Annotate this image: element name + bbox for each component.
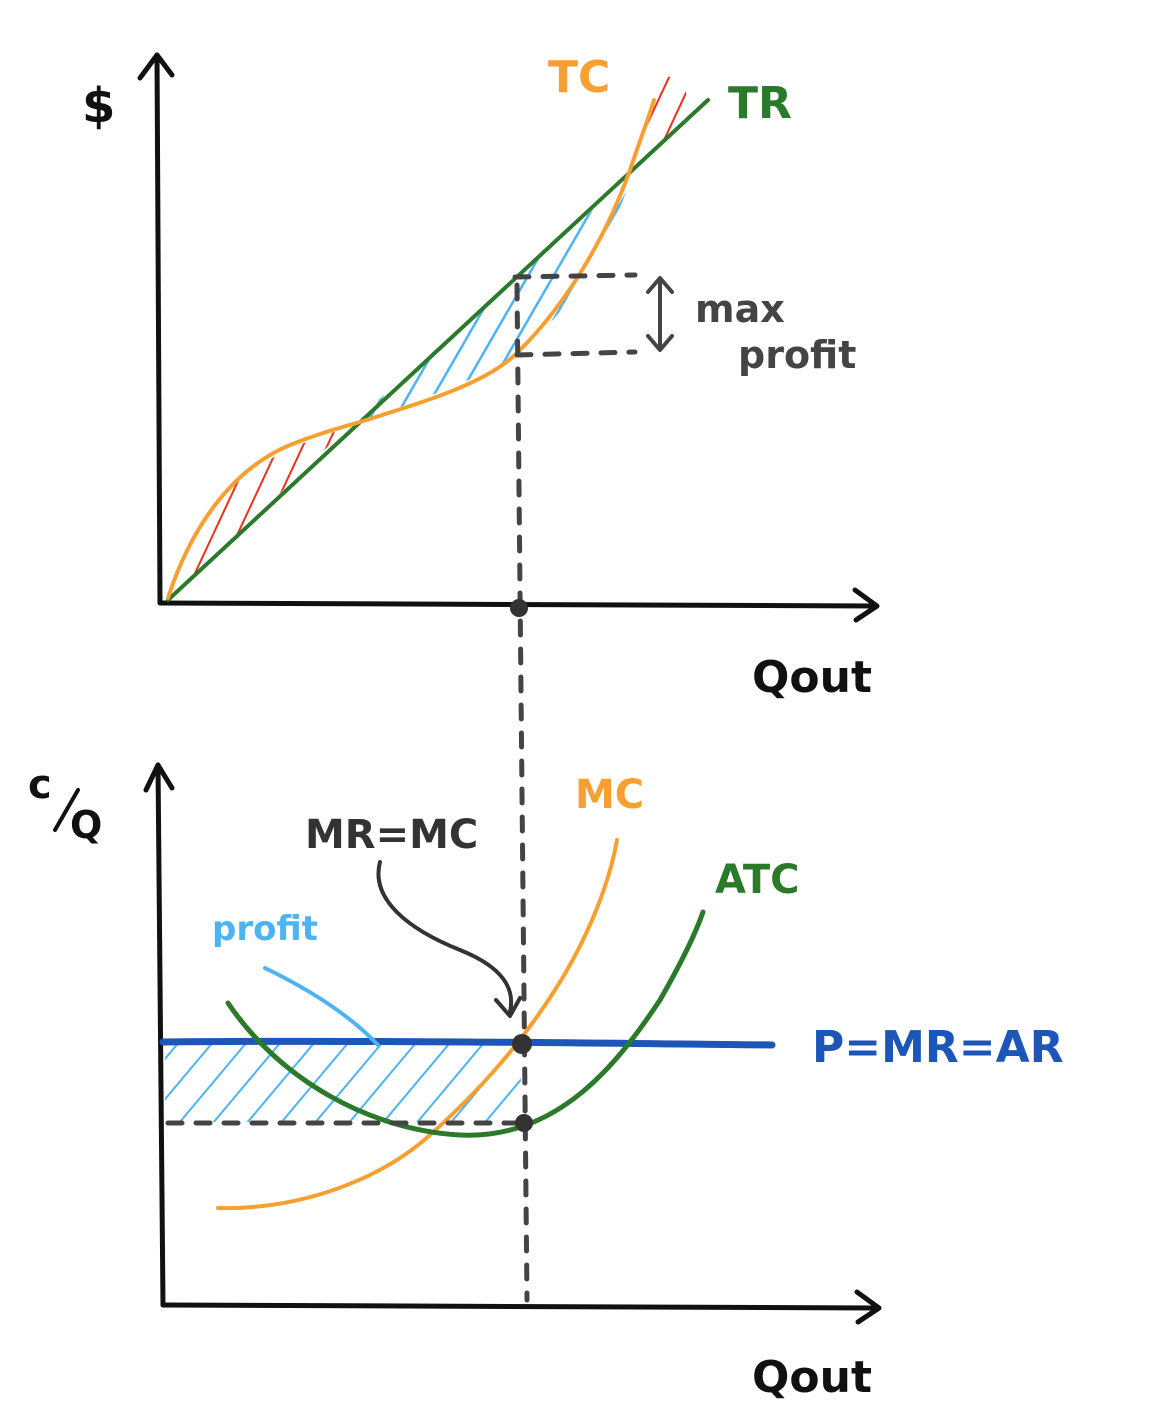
top-panel: $ Qout TC TR max profit [82, 52, 880, 1303]
loss-area-right [645, 75, 690, 160]
mr-mc-point [512, 1034, 532, 1054]
bottom-y-axis-label-slash [53, 788, 80, 832]
profit-label: profit [212, 909, 318, 949]
tc-max-profit-dash [514, 349, 638, 358]
atc-at-q-point [515, 1114, 533, 1132]
max-profit-label-line2: profit [738, 333, 856, 377]
atc-label: ATC [715, 857, 800, 903]
bottom-y-axis-arrow [143, 762, 175, 793]
q-star-dashed-line [514, 282, 530, 1303]
mr-mc-label: MR=MC [305, 812, 478, 858]
top-y-axis [154, 52, 163, 606]
bottom-panel: c Q Qout MC ATC MR=MC profit P=MR=AR [28, 762, 1064, 1403]
tr-max-profit-dash [512, 272, 638, 280]
tc-curve [166, 98, 656, 600]
max-profit-arrow [646, 276, 674, 352]
bottom-x-axis [160, 1302, 880, 1311]
bottom-y-axis-label-denominator: Q [70, 803, 102, 847]
bottom-y-axis-label-numerator: c [28, 762, 52, 808]
top-y-axis-label: $ [82, 78, 115, 134]
profit-rectangle [165, 1043, 522, 1122]
profit-pointer-line [263, 966, 380, 1047]
bottom-x-axis-arrow [854, 1289, 882, 1325]
bottom-y-axis [155, 762, 166, 1308]
atc-curve [225, 909, 706, 1138]
top-y-axis-arrow [137, 52, 175, 81]
q-star-point-top [510, 599, 528, 617]
tc-label: TC [548, 52, 610, 103]
price-line [159, 1037, 776, 1049]
mc-label: MC [575, 772, 644, 818]
top-x-axis-label: Qout [752, 652, 872, 703]
top-x-axis-arrow [852, 587, 880, 623]
bottom-x-axis-label: Qout [752, 1352, 872, 1403]
mr-mc-pointer-arrow [376, 860, 522, 1018]
mc-curve [216, 838, 619, 1211]
max-profit-label-line1: max [695, 287, 785, 331]
tr-label: TR [728, 78, 792, 129]
price-label: P=MR=AR [812, 1022, 1064, 1073]
tr-curve [166, 98, 710, 602]
